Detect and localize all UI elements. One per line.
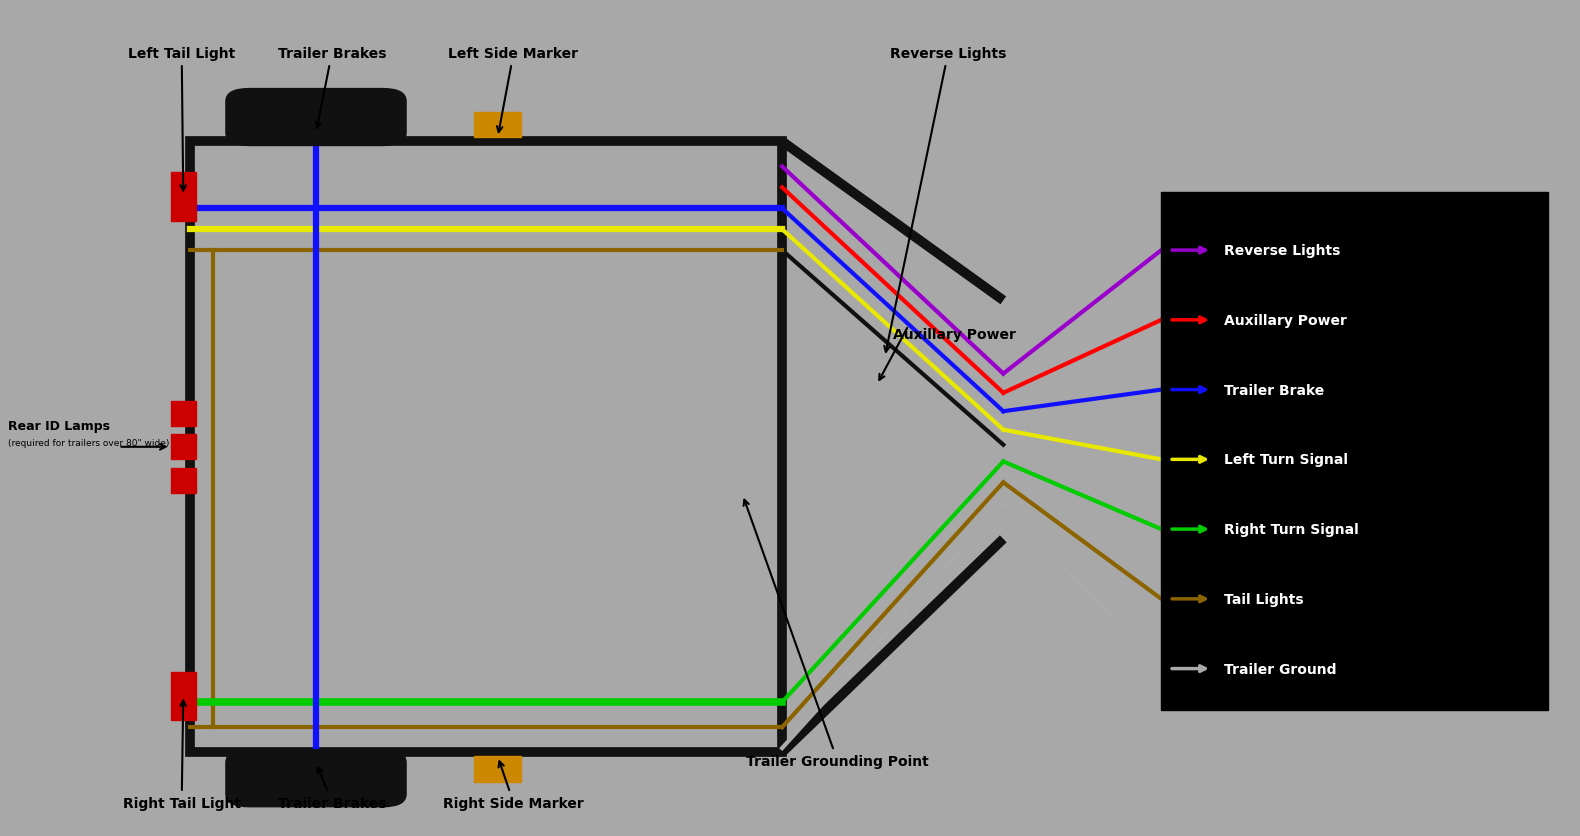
FancyBboxPatch shape — [226, 750, 406, 807]
FancyBboxPatch shape — [226, 89, 406, 146]
Text: Reverse Lights: Reverse Lights — [1224, 244, 1341, 257]
Text: Left Side Marker: Left Side Marker — [449, 48, 578, 133]
Bar — [474, 113, 521, 138]
Text: Right Side Marker: Right Side Marker — [442, 762, 585, 809]
Text: Trailer Grounding Point: Trailer Grounding Point — [744, 500, 929, 767]
Polygon shape — [782, 142, 1003, 752]
Text: Rear ID Lamps: Rear ID Lamps — [8, 420, 111, 433]
Text: (required for trailers over 80" wide): (required for trailers over 80" wide) — [8, 439, 169, 447]
Text: Trailer Brakes: Trailer Brakes — [278, 767, 386, 809]
Text: Tail Lights: Tail Lights — [1224, 592, 1304, 606]
Text: Trailer Brakes: Trailer Brakes — [278, 48, 386, 129]
Text: Trailer Brake: Trailer Brake — [1224, 383, 1324, 397]
Bar — [474, 757, 521, 782]
Bar — [171, 173, 196, 222]
Text: Auxillary Power: Auxillary Power — [893, 328, 1016, 341]
Bar — [171, 435, 196, 460]
Text: Auxillary Power: Auxillary Power — [1224, 314, 1348, 328]
Text: Trailer Ground: Trailer Ground — [1224, 662, 1337, 675]
Bar — [171, 468, 196, 493]
Bar — [171, 672, 196, 721]
Bar — [1161, 192, 1548, 711]
Text: Right Tail Light: Right Tail Light — [123, 701, 240, 809]
Text: Left Tail Light: Left Tail Light — [128, 48, 235, 191]
Text: Reverse Lights: Reverse Lights — [885, 48, 1006, 353]
Text: Right Turn Signal: Right Turn Signal — [1224, 522, 1359, 537]
Bar — [171, 401, 196, 426]
Text: Left Turn Signal: Left Turn Signal — [1224, 453, 1348, 466]
